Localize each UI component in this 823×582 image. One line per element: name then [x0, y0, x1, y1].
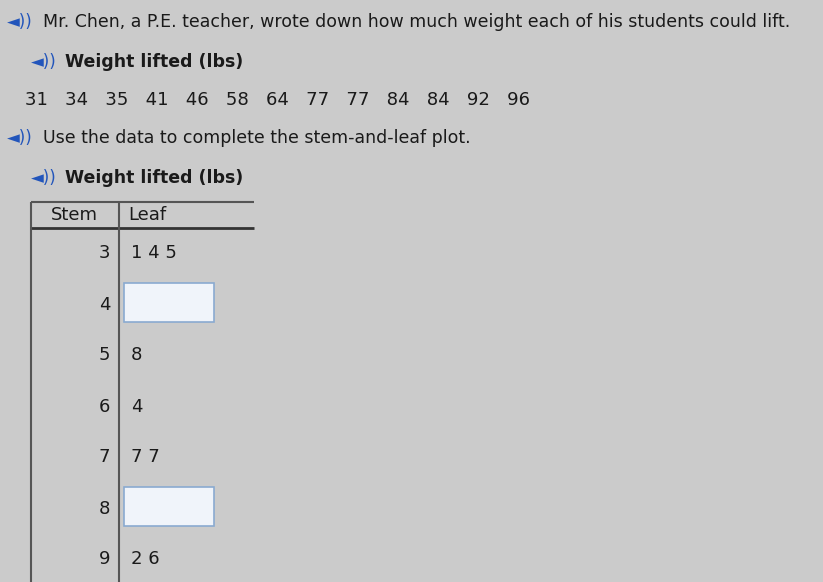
Text: Stem: Stem [51, 206, 99, 224]
Text: 8: 8 [131, 346, 142, 364]
Text: ◄)): ◄)) [7, 13, 32, 31]
Text: Leaf: Leaf [128, 206, 166, 224]
Text: 1 4 5: 1 4 5 [131, 244, 177, 262]
Text: Mr. Chen, a P.E. teacher, wrote down how much weight each of his students could : Mr. Chen, a P.E. teacher, wrote down how… [43, 13, 790, 31]
Text: 9: 9 [99, 551, 110, 569]
Text: 7 7: 7 7 [131, 449, 160, 467]
FancyBboxPatch shape [123, 283, 213, 322]
FancyBboxPatch shape [123, 487, 213, 526]
Text: Weight lifted (lbs): Weight lifted (lbs) [66, 53, 244, 71]
Text: 31   34   35   41   46   58   64   77   77   84   84   92   96: 31 34 35 41 46 58 64 77 77 84 84 92 96 [25, 91, 529, 109]
Text: 4: 4 [99, 296, 110, 314]
Text: Use the data to complete the stem-and-leaf plot.: Use the data to complete the stem-and-le… [43, 129, 470, 147]
Text: ◄)): ◄)) [31, 169, 57, 187]
Text: 8: 8 [99, 499, 110, 517]
Text: ◄)): ◄)) [31, 53, 57, 71]
Text: 4: 4 [131, 398, 142, 416]
Text: 3: 3 [99, 244, 110, 262]
Text: 7: 7 [99, 449, 110, 467]
Text: 6: 6 [99, 398, 110, 416]
Text: 2 6: 2 6 [131, 551, 160, 569]
Text: Weight lifted (lbs): Weight lifted (lbs) [66, 169, 244, 187]
Text: ◄)): ◄)) [7, 129, 32, 147]
Text: 5: 5 [99, 346, 110, 364]
